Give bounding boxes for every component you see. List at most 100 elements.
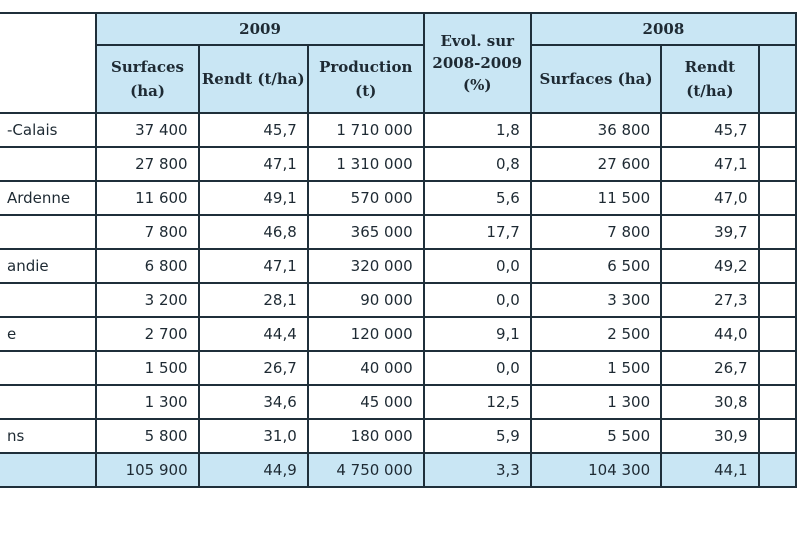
production-2008-header-cut xyxy=(757,44,798,114)
surfaces-2008-cell: 104 300 xyxy=(529,452,663,488)
rendt-2008-cell: 26,7 xyxy=(660,350,760,386)
surfaces-2008-cell: 27 600 xyxy=(529,146,663,182)
table-row: 27 800 47,1 1 310 000 0,8 27 600 47,1 xyxy=(0,146,798,182)
region-cell: -Calais xyxy=(0,112,98,148)
production-2008-cell-cut xyxy=(757,248,798,284)
evol-cell: 3,3 xyxy=(422,452,532,488)
rendt-2008-cell: 47,1 xyxy=(660,146,760,182)
surfaces-2008-cell: 11 500 xyxy=(529,180,663,216)
table-row: Ardenne 11 600 49,1 570 000 5,6 11 500 47,0 xyxy=(0,180,798,216)
production-2009-cell: 40 000 xyxy=(306,350,425,386)
surfaces-2009-cell: 1 500 xyxy=(95,350,200,386)
surfaces-2008-cell: 2 500 xyxy=(529,316,663,352)
rendt-2009-cell: 44,9 xyxy=(197,452,309,488)
production-2009-cell: 1 310 000 xyxy=(306,146,425,182)
evol-cell: 1,8 xyxy=(422,112,532,148)
surfaces-2008-header: Surfaces (ha) xyxy=(529,44,663,114)
evol-cell: 12,5 xyxy=(422,384,532,420)
production-2009-cell: 180 000 xyxy=(306,418,425,454)
surfaces-2008-cell: 5 500 xyxy=(529,418,663,454)
region-cell xyxy=(0,282,98,318)
rendt-2009-cell: 31,0 xyxy=(197,418,309,454)
surfaces-2009-cell: 105 900 xyxy=(95,452,200,488)
production-2009-cell: 120 000 xyxy=(306,316,425,352)
rendt-2009-cell: 49,1 xyxy=(197,180,309,216)
rendt-2008-cell: 30,8 xyxy=(660,384,760,420)
surfaces-2008-cell: 1 500 xyxy=(529,350,663,386)
evol-cell: 0,0 xyxy=(422,282,532,318)
surfaces-2009-cell: 37 400 xyxy=(95,112,200,148)
rendt-2009-header: Rendt (t/ha) xyxy=(197,44,309,114)
region-cell: e xyxy=(0,316,98,352)
production-2008-cell-cut xyxy=(757,452,798,488)
surfaces-2009-cell: 7 800 xyxy=(95,214,200,250)
rendt-2009-cell: 45,7 xyxy=(197,112,309,148)
region-cell xyxy=(0,214,98,250)
production-2009-cell: 45 000 xyxy=(306,384,425,420)
region-cell xyxy=(0,384,98,420)
surfaces-2009-cell: 3 200 xyxy=(95,282,200,318)
rendt-2009-cell: 46,8 xyxy=(197,214,309,250)
region-cell xyxy=(0,452,98,488)
surfaces-2008-cell: 7 800 xyxy=(529,214,663,250)
production-2009-cell: 90 000 xyxy=(306,282,425,318)
rendt-2009-cell: 28,1 xyxy=(197,282,309,318)
production-2008-cell-cut xyxy=(757,418,798,454)
surfaces-2009-cell: 27 800 xyxy=(95,146,200,182)
region-cell: Ardenne xyxy=(0,180,98,216)
table-row: 1 500 26,7 40 000 0,0 1 500 26,7 xyxy=(0,350,798,386)
rendt-2009-cell: 34,6 xyxy=(197,384,309,420)
region-cell: ns xyxy=(0,418,98,454)
production-2009-cell: 570 000 xyxy=(306,180,425,216)
production-2009-header: Production (t) xyxy=(306,44,425,114)
rendt-2008-cell: 44,1 xyxy=(660,452,760,488)
production-2008-cell-cut xyxy=(757,384,798,420)
surfaces-2009-header: Surfaces (ha) xyxy=(95,44,200,114)
rendt-2009-cell: 47,1 xyxy=(197,146,309,182)
rendt-2008-header: Rendt (t/ha) xyxy=(660,44,760,114)
evol-cell: 0,0 xyxy=(422,248,532,284)
rendt-2009-cell: 44,4 xyxy=(197,316,309,352)
rendt-2008-cell: 45,7 xyxy=(660,112,760,148)
region-cell xyxy=(0,146,98,182)
production-2009-cell: 4 750 000 xyxy=(306,452,425,488)
production-2009-cell: 365 000 xyxy=(306,214,425,250)
evol-cell: 17,7 xyxy=(422,214,532,250)
production-2009-cell: 320 000 xyxy=(306,248,425,284)
surfaces-2009-cell: 5 800 xyxy=(95,418,200,454)
evol-cell: 0,8 xyxy=(422,146,532,182)
total-row: 105 900 44,9 4 750 000 3,3 104 300 44,1 xyxy=(0,452,798,488)
rendt-2008-cell: 30,9 xyxy=(660,418,760,454)
production-2008-cell-cut xyxy=(757,146,798,182)
region-header-cell xyxy=(0,12,98,114)
production-2009-cell: 1 710 000 xyxy=(306,112,425,148)
table-row: 1 300 34,6 45 000 12,5 1 300 30,8 xyxy=(0,384,798,420)
rendt-2008-cell: 44,0 xyxy=(660,316,760,352)
rendt-2008-cell: 49,2 xyxy=(660,248,760,284)
table-row: ns 5 800 31,0 180 000 5,9 5 500 30,9 xyxy=(0,418,798,454)
production-2008-cell-cut xyxy=(757,214,798,250)
evol-cell: 9,1 xyxy=(422,316,532,352)
rendt-2009-cell: 26,7 xyxy=(197,350,309,386)
evol-cell: 0,0 xyxy=(422,350,532,386)
surfaces-2008-cell: 36 800 xyxy=(529,112,663,148)
table-row: 7 800 46,8 365 000 17,7 7 800 39,7 xyxy=(0,214,798,250)
production-2008-cell-cut xyxy=(757,282,798,318)
year-2009-header: 2009 xyxy=(95,12,425,46)
surfaces-2009-cell: 1 300 xyxy=(95,384,200,420)
surfaces-2009-cell: 2 700 xyxy=(95,316,200,352)
production-2008-cell-cut xyxy=(757,180,798,216)
surfaces-2008-cell: 3 300 xyxy=(529,282,663,318)
production-2008-cell-cut xyxy=(757,350,798,386)
evol-cell: 5,6 xyxy=(422,180,532,216)
rendt-2008-cell: 27,3 xyxy=(660,282,760,318)
production-2008-cell-cut xyxy=(757,112,798,148)
region-cell xyxy=(0,350,98,386)
surfaces-2009-cell: 11 600 xyxy=(95,180,200,216)
evol-header: Evol. sur 2008-2009 (%) xyxy=(422,12,532,114)
rendt-2009-cell: 47,1 xyxy=(197,248,309,284)
table-row: 3 200 28,1 90 000 0,0 3 300 27,3 xyxy=(0,282,798,318)
data-table: 2009 Evol. sur 2008-2009 (%) 2008 Surfac… xyxy=(0,12,798,488)
